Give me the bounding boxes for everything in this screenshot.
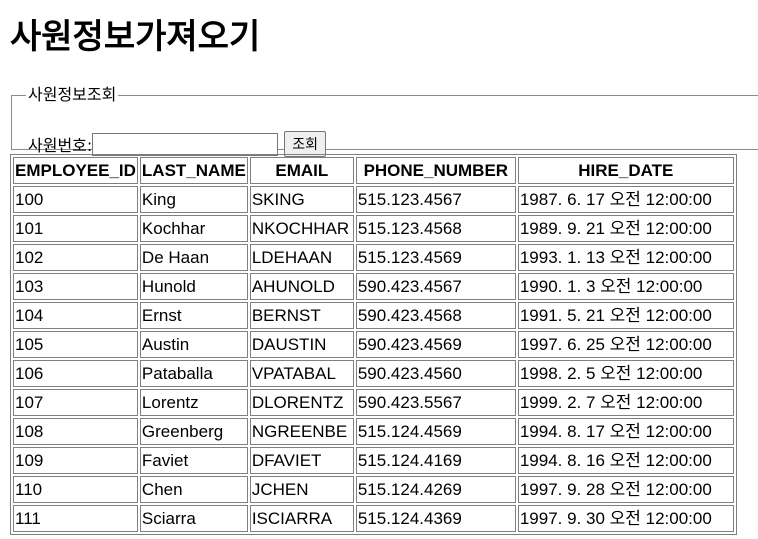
cell-employee-id: 106 [13,360,138,387]
cell-phone-number: 590.423.5567 [355,389,516,416]
table-row: 105 Austin DAUSTIN 590.423.4569 1997. 6. 25 … [13,331,734,358]
search-button[interactable]: 조회 [284,131,327,157]
cell-phone-number: 590.423.4569 [355,331,516,358]
table-row: 109 Faviet DFAVIET 515.124.4169 1994. 8. 16 … [13,447,734,474]
cell-hire-date: 1990. 1. 3 오전 12:00:00 [517,273,734,300]
cell-phone-number: 515.123.4568 [355,215,516,242]
cell-last-name: King [139,186,248,213]
table-row: 104 Ernst BERNST 590.423.4568 1991. 5. 21 오전… [13,302,734,329]
cell-last-name: Austin [139,331,248,358]
cell-phone-number: 515.124.4169 [355,447,516,474]
cell-email: DAUSTIN [249,331,354,358]
cell-last-name: Ernst [139,302,248,329]
cell-phone-number: 515.124.4369 [355,505,516,532]
cell-last-name: De Haan [139,244,248,271]
header-hire-date: HIRE_DATE [517,157,734,184]
table-row: 108 Greenberg NGREENBE 515.124.4569 1994. 8.… [13,418,734,445]
search-legend: 사원정보조회 [28,85,117,104]
cell-last-name: Chen [139,476,248,503]
page-title: 사원정보가져오기 [10,17,261,57]
cell-employee-id: 104 [13,302,138,329]
cell-last-name: Pataballa [139,360,248,387]
cell-email: NKOCHHAR [249,215,354,242]
cell-employee-id: 107 [13,389,138,416]
cell-employee-id: 101 [13,215,138,242]
employee-search-fieldset: 사원정보조회 사원번호: 조회 [11,85,758,157]
cell-hire-date: 1997. 6. 25 오전 12:00:00 [517,331,734,358]
header-phone-number: PHONE_NUMBER [355,157,516,184]
cell-phone-number: 515.123.4567 [355,186,516,213]
cell-employee-id: 103 [13,273,138,300]
cell-email: LDEHAAN [249,244,354,271]
cell-hire-date: 1997. 9. 30 오전 12:00:00 [517,505,734,532]
cell-last-name: Faviet [139,447,248,474]
cell-last-name: Kochhar [139,215,248,242]
cell-last-name: Hunold [139,273,248,300]
table-header-row: EMPLOYEE_ID LAST_NAME EMAIL PHONE_NUMBER… [13,157,734,184]
search-row: 사원번호: 조회 [28,130,327,158]
header-employee-id: EMPLOYEE_ID [13,157,138,184]
cell-email: SKING [249,186,354,213]
table-row: 103 Hunold AHUNOLD 590.423.4567 1990. 1. 3 오… [13,273,734,300]
cell-employee-id: 108 [13,418,138,445]
table-row: 107 Lorentz DLORENTZ 590.423.5567 1999. 2. 7… [13,389,734,416]
cell-hire-date: 1997. 9. 28 오전 12:00:00 [517,476,734,503]
cell-email: BERNST [249,302,354,329]
table-row: 101 Kochhar NKOCHHAR 515.123.4568 1989. 9. 2… [13,215,734,242]
cell-hire-date: 1994. 8. 16 오전 12:00:00 [517,447,734,474]
table-row: 102 De Haan LDEHAAN 515.123.4569 1993. 1. 13… [13,244,734,271]
cell-email: NGREENBE [249,418,354,445]
cell-email: ISCIARRA [249,505,354,532]
cell-email: AHUNOLD [249,273,354,300]
cell-hire-date: 1999. 2. 7 오전 12:00:00 [517,389,734,416]
cell-last-name: Lorentz [139,389,248,416]
cell-last-name: Greenberg [139,418,248,445]
table-row: 106 Pataballa VPATABAL 590.423.4560 1998. 2.… [13,360,734,387]
cell-email: VPATABAL [249,360,354,387]
table-row: 100 King SKING 515.123.4567 1987. 6. 17 오전 1… [13,186,734,213]
cell-phone-number: 590.423.4567 [355,273,516,300]
cell-employee-id: 105 [13,331,138,358]
cell-hire-date: 1998. 2. 5 오전 12:00:00 [517,360,734,387]
cell-hire-date: 1993. 1. 13 오전 12:00:00 [517,244,734,271]
cell-employee-id: 109 [13,447,138,474]
cell-employee-id: 110 [13,476,138,503]
table-row: 110 Chen JCHEN 515.124.4269 1997. 9. 28 오전 1… [13,476,734,503]
cell-email: DFAVIET [249,447,354,474]
cell-phone-number: 515.124.4269 [355,476,516,503]
header-last-name: LAST_NAME [139,157,248,184]
header-email: EMAIL [249,157,354,184]
cell-email: JCHEN [249,476,354,503]
cell-phone-number: 515.123.4569 [355,244,516,271]
cell-hire-date: 1991. 5. 21 오전 12:00:00 [517,302,734,329]
employee-id-label: 사원번호: [28,136,93,155]
table-row: 111 Sciarra ISCIARRA 515.124.4369 1997. 9. 3… [13,505,734,532]
cell-hire-date: 1989. 9. 21 오전 12:00:00 [517,215,734,242]
cell-hire-date: 1994. 8. 17 오전 12:00:00 [517,418,734,445]
cell-phone-number: 590.423.4568 [355,302,516,329]
cell-phone-number: 590.423.4560 [355,360,516,387]
cell-phone-number: 515.124.4569 [355,418,516,445]
employee-table: EMPLOYEE_ID LAST_NAME EMAIL PHONE_NUMBER… [10,154,737,535]
cell-hire-date: 1987. 6. 17 오전 12:00:00 [517,186,734,213]
table-body: 100 King SKING 515.123.4567 1987. 6. 17 오전 1… [13,186,734,532]
employee-id-input[interactable] [92,132,279,156]
cell-employee-id: 100 [13,186,138,213]
cell-last-name: Sciarra [139,505,248,532]
cell-employee-id: 111 [13,505,138,532]
cell-employee-id: 102 [13,244,138,271]
cell-email: DLORENTZ [249,389,354,416]
